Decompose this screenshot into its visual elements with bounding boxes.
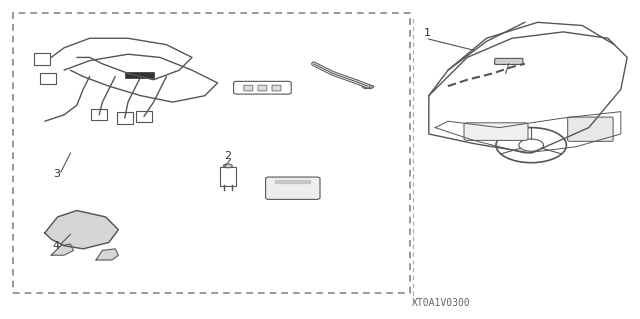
FancyBboxPatch shape	[234, 81, 291, 94]
FancyBboxPatch shape	[220, 167, 236, 186]
FancyBboxPatch shape	[266, 177, 320, 199]
Polygon shape	[45, 211, 118, 249]
Text: 4: 4	[52, 241, 60, 251]
FancyBboxPatch shape	[464, 123, 528, 140]
Text: 3: 3	[53, 169, 60, 179]
FancyBboxPatch shape	[125, 72, 154, 78]
Ellipse shape	[362, 85, 374, 89]
Text: XT0A1V0300: XT0A1V0300	[412, 298, 471, 308]
Bar	[136, 111, 152, 122]
FancyBboxPatch shape	[568, 117, 613, 141]
Ellipse shape	[223, 164, 232, 168]
Polygon shape	[51, 244, 74, 255]
Bar	[34, 54, 50, 64]
Polygon shape	[96, 249, 118, 260]
FancyBboxPatch shape	[258, 85, 267, 91]
Text: 2: 2	[223, 151, 231, 161]
FancyBboxPatch shape	[244, 85, 253, 91]
Bar	[116, 112, 133, 123]
Bar	[91, 109, 107, 120]
Bar	[40, 72, 56, 84]
Text: 1: 1	[424, 28, 431, 39]
FancyBboxPatch shape	[495, 58, 523, 64]
FancyBboxPatch shape	[272, 85, 281, 91]
